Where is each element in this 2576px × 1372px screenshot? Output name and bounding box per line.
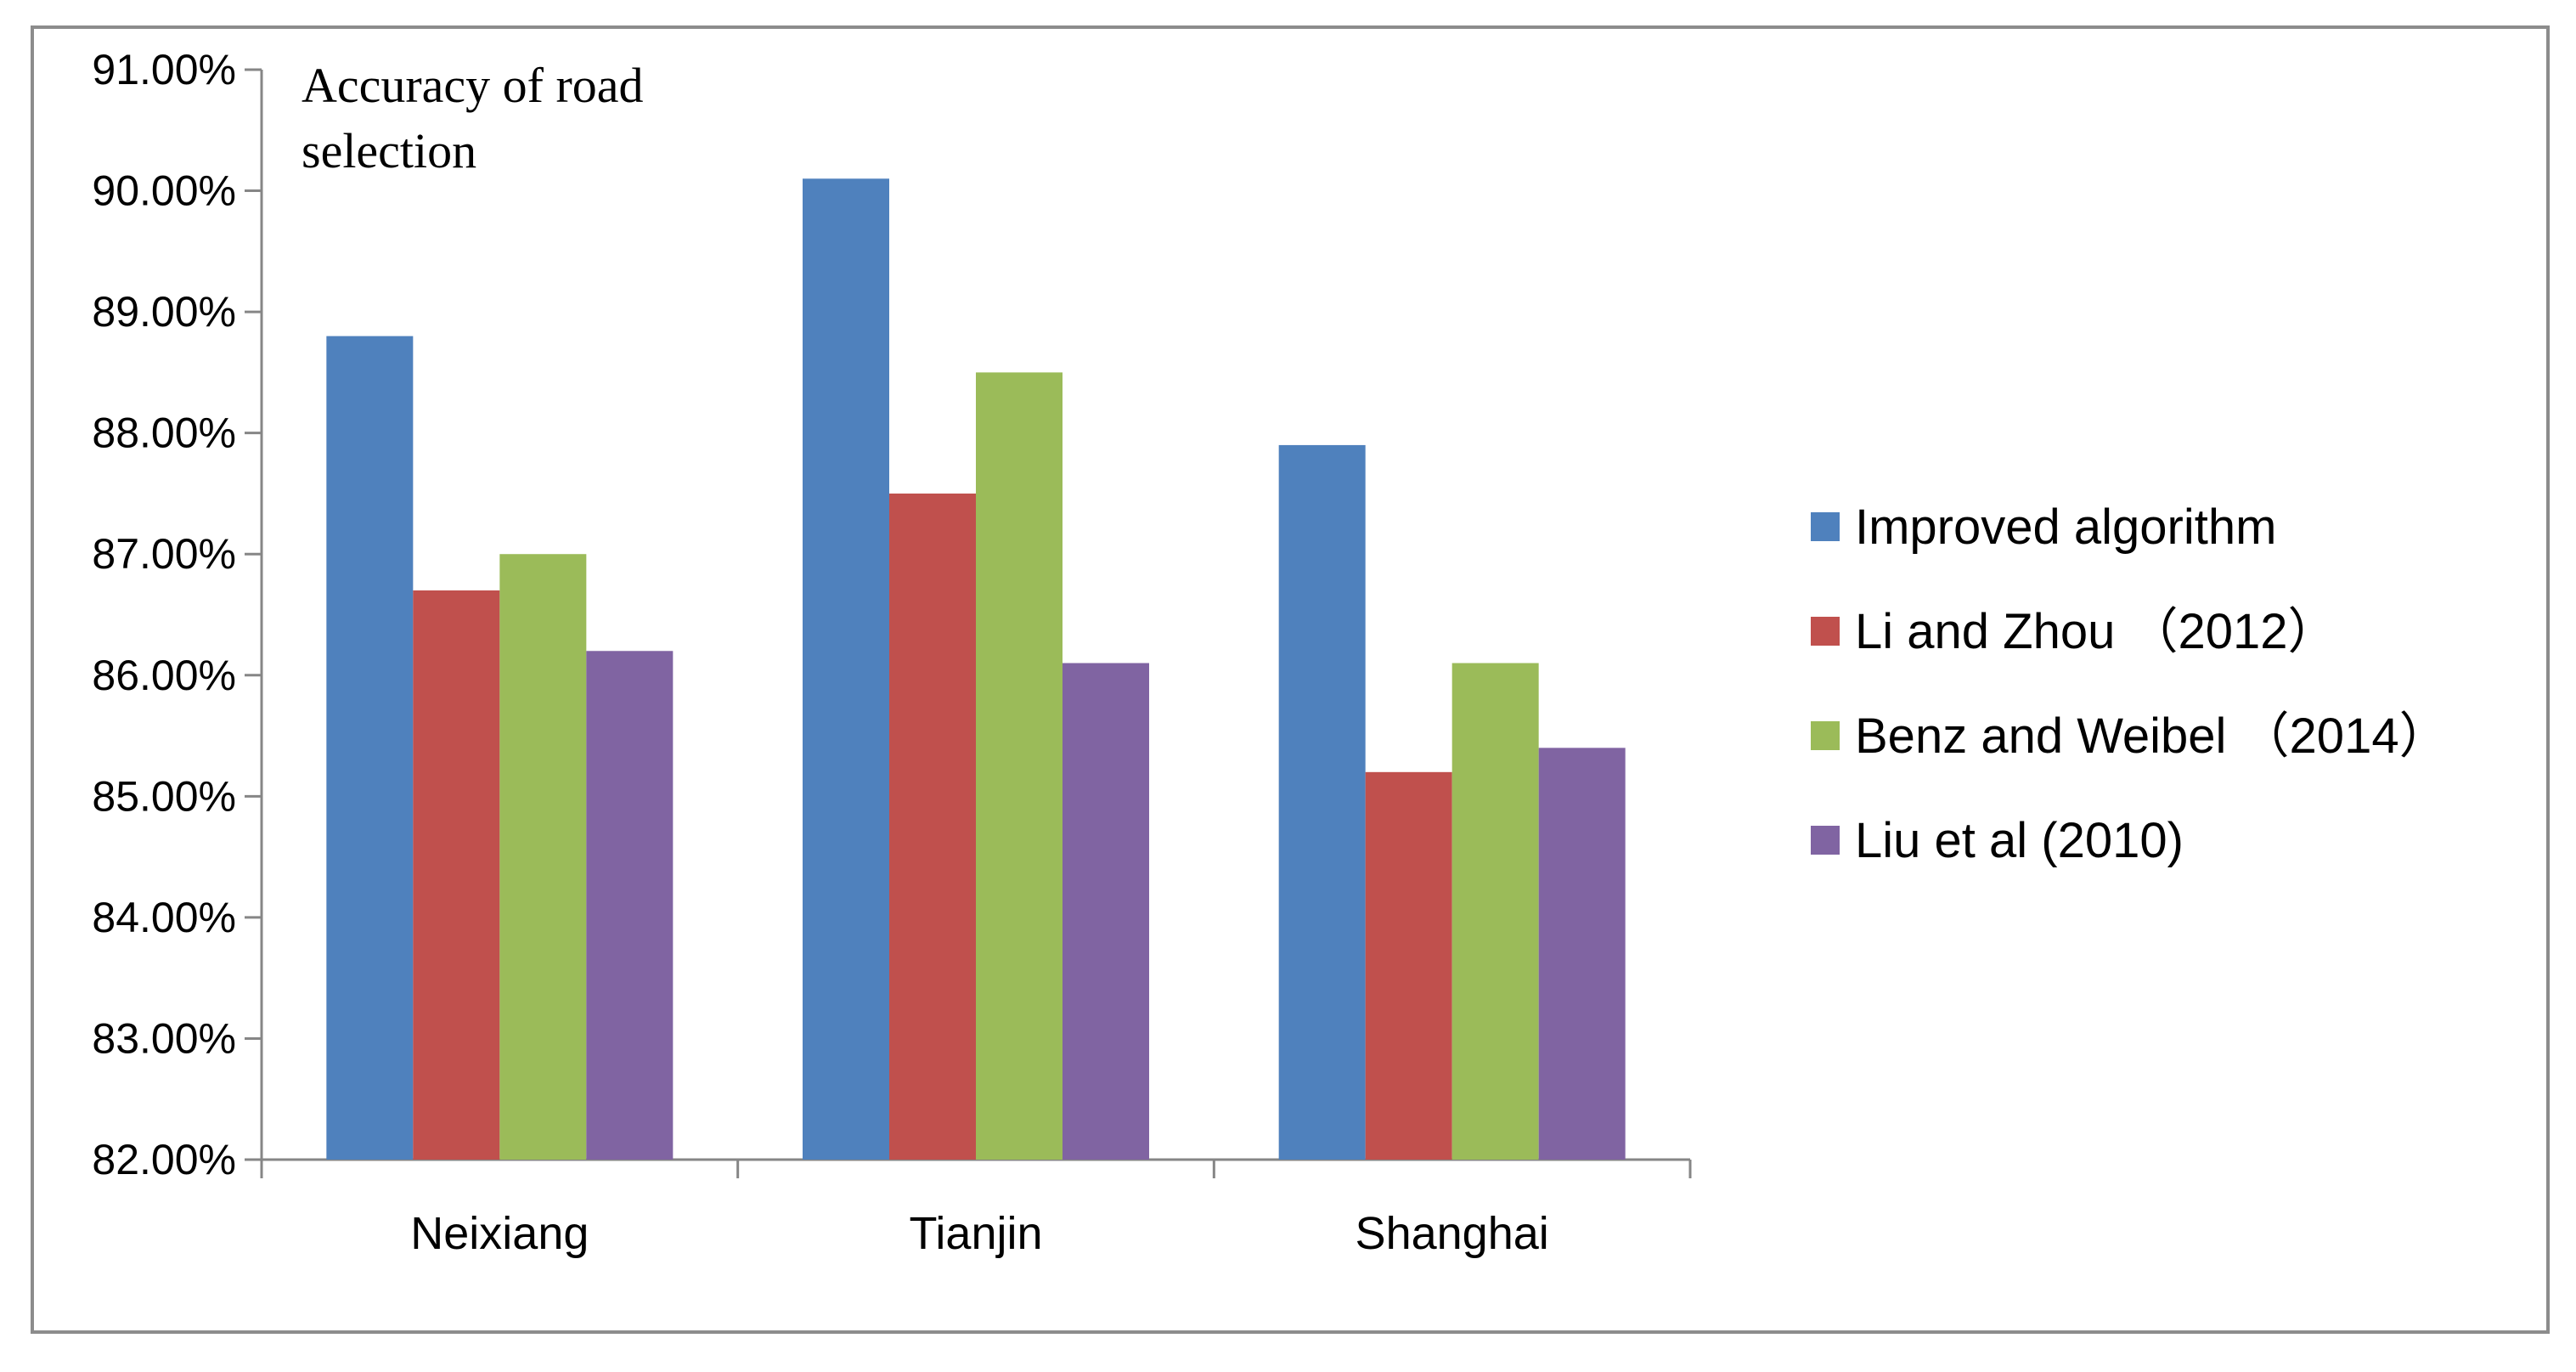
legend: Improved algorithm Li and Zhou （2012） Benz…: [1811, 500, 2449, 868]
legend-label: Benz and Weibel （2014）: [1855, 709, 2449, 764]
y-tick-label: 87.00%: [92, 530, 236, 578]
axes: 82.00% 83.00% 84.00% 85.00% 86.00% 87.00% 88.0…: [92, 46, 1692, 1259]
x-category-label: Tianjin: [909, 1208, 1042, 1259]
legend-label: Improved algorithm: [1855, 500, 2276, 555]
bar: [1063, 663, 1149, 1160]
chart-title-line-2: selection: [302, 123, 476, 178]
legend-swatch: [1811, 512, 1840, 541]
y-tick-label: 89.00%: [92, 288, 236, 336]
legend-swatch: [1811, 826, 1840, 855]
y-tick-label: 83.00%: [92, 1014, 236, 1062]
bar: [586, 651, 674, 1160]
legend-label: Liu et al (2010): [1855, 813, 2184, 868]
bar: [976, 372, 1063, 1160]
bar: [499, 554, 587, 1160]
bar: [1538, 748, 1626, 1160]
legend-label: Li and Zhou （2012）: [1855, 604, 2336, 659]
x-category-label: Neixiang: [410, 1208, 589, 1259]
y-tick-label: 82.00%: [92, 1136, 236, 1183]
y-tick-label: 88.00%: [92, 409, 236, 457]
bar: [889, 493, 976, 1160]
legend-swatch: [1811, 617, 1840, 646]
bar: [1278, 444, 1366, 1160]
y-tick-label: 86.00%: [92, 652, 236, 699]
x-category-label: Shanghai: [1356, 1208, 1549, 1259]
y-tick-label: 91.00%: [92, 46, 236, 93]
chart-title: Accuracy of road selection: [302, 58, 644, 178]
bars: [326, 178, 1626, 1160]
bar: [1365, 771, 1452, 1160]
legend-swatch: [1811, 721, 1840, 750]
bar: [413, 590, 500, 1160]
y-tick-label: 84.00%: [92, 894, 236, 941]
chart-title-line-1: Accuracy of road: [302, 58, 644, 113]
y-tick-label: 85.00%: [92, 772, 236, 820]
bar: [1451, 663, 1539, 1160]
bar: [803, 178, 889, 1160]
y-tick-label: 90.00%: [92, 167, 236, 215]
bar: [326, 336, 414, 1160]
